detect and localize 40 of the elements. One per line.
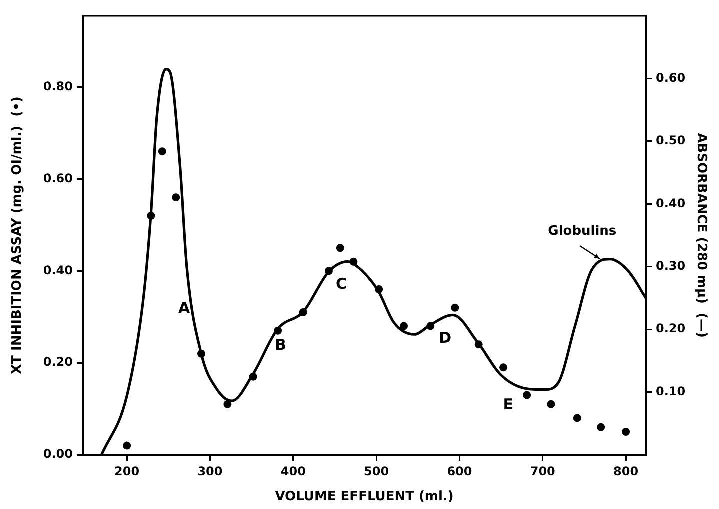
point bbox=[622, 428, 630, 436]
x-tick-label: 500 bbox=[364, 464, 390, 478]
annotation: A bbox=[178, 299, 190, 318]
y-tick-label: 0.60 bbox=[43, 171, 73, 186]
point bbox=[400, 322, 408, 330]
point bbox=[158, 148, 166, 156]
x-axis-title: VOLUME EFFLUENT (ml.) bbox=[275, 490, 454, 505]
y2-tick-label: 0.20 bbox=[656, 322, 686, 336]
x-tick-label: 800 bbox=[614, 464, 639, 478]
y2-axis-title: ABSORBANCE (280 mμ) (—) bbox=[694, 133, 709, 338]
point bbox=[451, 304, 460, 312]
point bbox=[573, 414, 582, 422]
point bbox=[172, 194, 180, 202]
y2-tick-label: 0.60 bbox=[656, 70, 686, 85]
point bbox=[336, 244, 344, 252]
x-tick-label: 300 bbox=[198, 464, 223, 478]
point bbox=[224, 400, 232, 408]
y-tick-label: 0.40 bbox=[43, 263, 73, 278]
annotation: E bbox=[503, 396, 514, 414]
point bbox=[123, 442, 132, 450]
point bbox=[500, 364, 508, 372]
point bbox=[523, 391, 532, 400]
annotation: Globulins bbox=[548, 224, 617, 240]
point bbox=[547, 400, 556, 408]
y-tick-label: 0.80 bbox=[43, 79, 73, 94]
y2-tick-label: 0.40 bbox=[656, 196, 686, 210]
y2-tick-label: 0.10 bbox=[656, 384, 686, 398]
x-tick-label: 200 bbox=[114, 464, 140, 478]
annotation: D bbox=[439, 329, 452, 348]
y2-tick-label: 0.30 bbox=[656, 258, 686, 273]
y2-tick-label: 0.50 bbox=[656, 134, 686, 148]
annotation: C bbox=[336, 274, 347, 293]
x-tick-label: 600 bbox=[447, 464, 472, 478]
y-tick-label: 0.00 bbox=[43, 447, 73, 462]
annotation: B bbox=[275, 336, 286, 354]
y-tick-label: 0.20 bbox=[43, 355, 73, 370]
x-tick-label: 400 bbox=[280, 464, 306, 478]
x-tick-label: 700 bbox=[530, 464, 556, 478]
y-axis-title: XT INHIBITION ASSAY (mg. OI/ml.) (•) bbox=[10, 96, 26, 374]
point bbox=[597, 423, 606, 432]
